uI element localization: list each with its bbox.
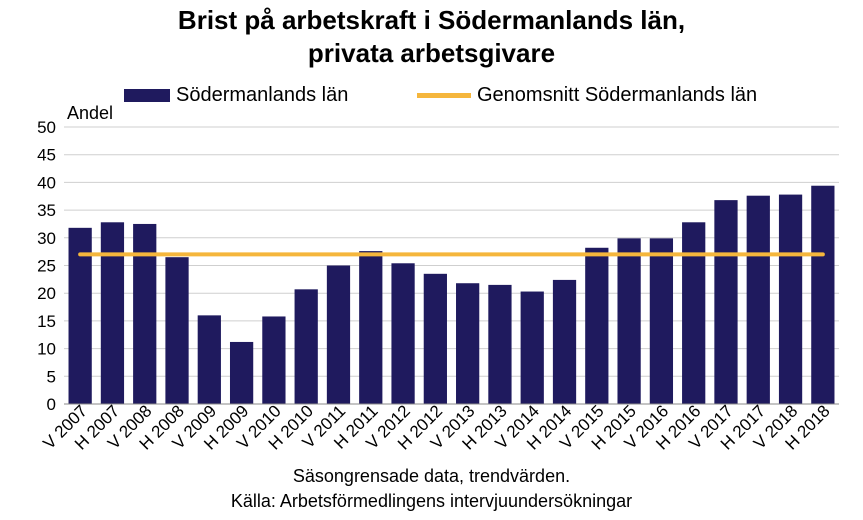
y-tick-label: 45 (37, 146, 56, 165)
y-tick-label: 20 (37, 284, 56, 303)
note-seasonal: Säsongrensade data, trendvärden. (292, 466, 571, 486)
y-tick-label: 50 (37, 118, 56, 137)
legend-item-line: Genomsnitt Södermanlands län (417, 82, 757, 108)
bar (746, 195, 770, 404)
bar (391, 263, 415, 404)
bar (165, 257, 189, 404)
bar (262, 316, 286, 404)
y-axis-label: Andel (67, 103, 114, 123)
y-tick-label: 10 (37, 340, 56, 359)
bar (552, 279, 577, 404)
y-tick-label: 0 (47, 395, 56, 414)
bar (585, 247, 609, 404)
bar (778, 194, 803, 404)
bar (714, 200, 738, 404)
bar (359, 251, 383, 404)
bar (456, 283, 480, 404)
legend-label-line: Genomsnitt Södermanlands län (477, 83, 758, 106)
bar (488, 284, 512, 404)
chart-title-line-1: Brist på arbetskraft i Södermanlands län… (177, 5, 686, 35)
chart-legend: Södermanlands län Genomsnitt Södermanlan… (0, 82, 863, 108)
bar (68, 227, 92, 404)
y-tick-label: 40 (37, 173, 56, 192)
bar (100, 222, 125, 404)
legend-swatch-bar (124, 88, 170, 102)
bar (649, 238, 674, 404)
y-tick-label: 30 (37, 229, 56, 248)
bar (811, 185, 835, 404)
y-tick-label: 5 (47, 367, 56, 386)
y-tick-label: 35 (37, 201, 56, 220)
legend-label-bar: Södermanlands län (176, 83, 349, 106)
bar (682, 222, 706, 404)
bar (520, 291, 544, 404)
y-tick-label: 25 (37, 257, 56, 276)
note-source: Källa: Arbetsförmedlingens intervjuunder… (230, 491, 633, 511)
y-tick-label: 15 (37, 312, 56, 331)
bar (617, 238, 641, 404)
bar (294, 289, 318, 404)
bar (133, 223, 157, 404)
bar (326, 265, 351, 404)
bar (197, 315, 221, 404)
chart-title-line-2: privata arbetsgivare (307, 38, 556, 68)
legend-swatch-line (417, 92, 471, 98)
chart-title: Brist på arbetskraft i Södermanlands län… (0, 4, 863, 70)
bar (423, 273, 447, 404)
bar (229, 341, 254, 404)
legend-item-bar: Södermanlands län (124, 82, 348, 108)
